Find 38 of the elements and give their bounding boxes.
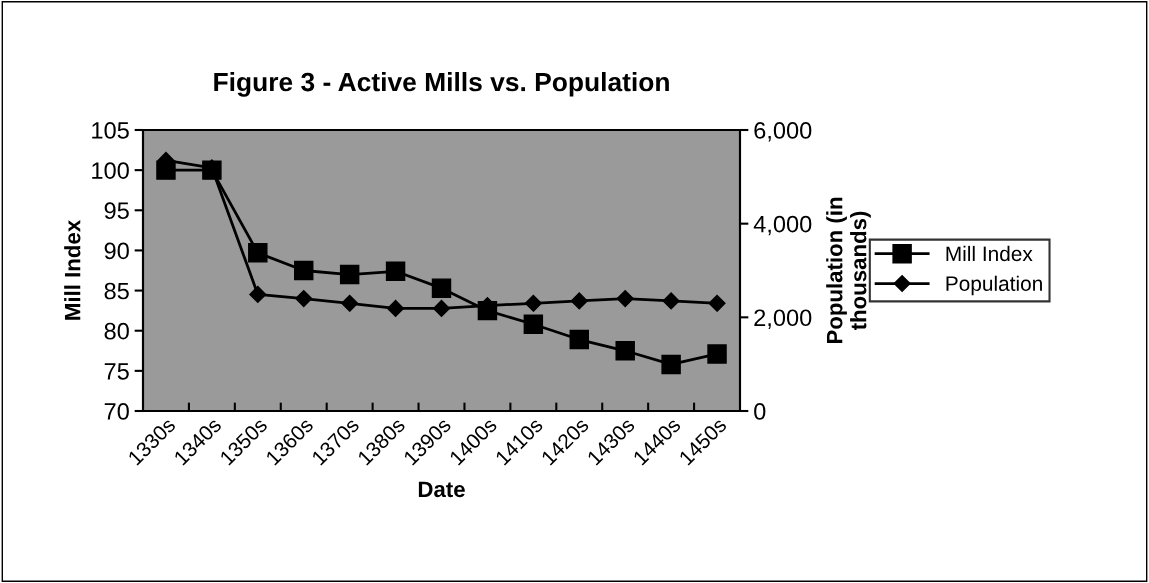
y-tick-label: 80 — [104, 322, 129, 340]
y-tick-label: 105 — [92, 122, 129, 139]
point — [341, 294, 359, 312]
y2-tick-label: 0 — [754, 403, 766, 420]
chart-title: Figure 3 - Active Mills vs. Population — [214, 71, 669, 97]
point — [385, 261, 406, 282]
point — [708, 294, 726, 312]
y2-tick-label: 2,000 — [754, 309, 812, 329]
point — [248, 243, 268, 263]
y-axis-title: Mill Index — [64, 220, 81, 320]
point — [569, 329, 589, 350]
point — [295, 290, 313, 308]
y-tick-label: 100 — [92, 162, 129, 179]
point — [523, 314, 544, 335]
point — [707, 344, 727, 364]
y2-tick-label: 4,000 — [753, 215, 812, 236]
point — [432, 299, 451, 317]
point — [431, 278, 452, 298]
y2-tick-label: 6,000 — [754, 122, 812, 142]
point — [661, 354, 681, 375]
y-tick-label: 90 — [104, 242, 129, 260]
legend-label: Population — [946, 275, 1042, 296]
y2-axis-title: Population (in thousands) — [826, 197, 871, 344]
y-tick-label: 95 — [104, 202, 129, 220]
point — [662, 292, 680, 310]
point — [387, 299, 405, 317]
point — [570, 292, 588, 310]
y-tick-label: 70 — [104, 403, 129, 420]
legend-label: Mill Index — [946, 245, 1033, 262]
x-axis-title: Date — [418, 481, 465, 498]
point — [294, 260, 314, 281]
y-tick-label: 85 — [104, 282, 129, 300]
point — [249, 285, 267, 303]
y-tick-label: 75 — [104, 363, 129, 380]
point — [524, 294, 542, 312]
point — [615, 341, 635, 361]
point — [339, 264, 360, 285]
point — [616, 290, 634, 308]
